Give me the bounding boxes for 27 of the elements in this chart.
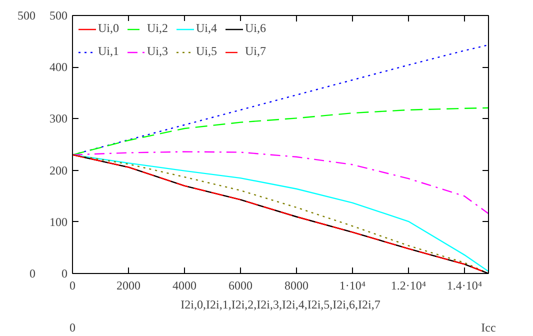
x-tick-label: 1.2·10⁴ bbox=[390, 278, 426, 292]
text: 0 bbox=[30, 266, 36, 280]
y-tick-label: 300 bbox=[50, 112, 68, 126]
x-tick-label: 8000 bbox=[284, 278, 308, 292]
x-tick-label: 2000 bbox=[116, 278, 140, 292]
legend-label: Ui,2 bbox=[147, 21, 168, 36]
line-series bbox=[72, 107, 488, 156]
y-tick-label: 100 bbox=[50, 214, 68, 229]
x-tick-label: 1.4·10⁴ bbox=[446, 278, 482, 292]
legend-label: Ui,0 bbox=[98, 21, 119, 36]
y-tick-label: 200 bbox=[50, 163, 68, 178]
y-tick-label: 500 bbox=[50, 8, 68, 22]
x-tick-label: 6000 bbox=[228, 278, 252, 292]
x-tick-label: 4000 bbox=[172, 278, 196, 292]
text: Icc bbox=[481, 320, 496, 334]
x-tick-label: 1·10⁴ bbox=[339, 278, 366, 292]
legend-label: Ui,3 bbox=[147, 44, 168, 59]
x-axis-title: I2i,0,I2i,1,I2i,2,I2i,3,I2i,4,I2i,5,I2i,6,I2i,7 bbox=[180, 298, 380, 312]
legend-label: Ui,4 bbox=[196, 21, 217, 36]
text: 500 bbox=[18, 8, 36, 22]
line-series bbox=[72, 151, 488, 214]
legend-label: Ui,5 bbox=[196, 44, 217, 59]
legend-label: Ui,7 bbox=[245, 44, 266, 59]
y-tick-label: 400 bbox=[50, 60, 68, 74]
y-tick-label: 0 bbox=[62, 266, 68, 280]
legend-label: Ui,1 bbox=[98, 44, 119, 59]
legend-label: Ui,6 bbox=[245, 21, 266, 36]
